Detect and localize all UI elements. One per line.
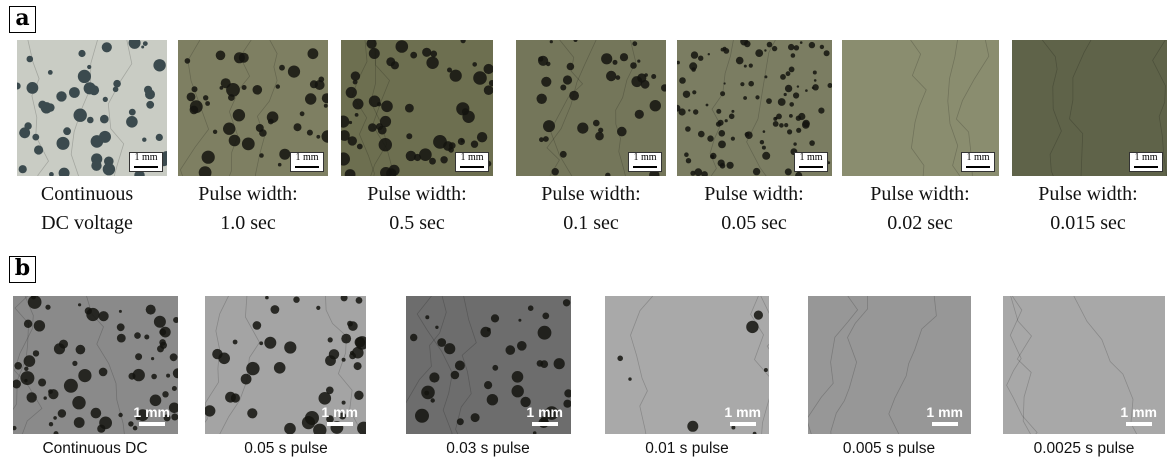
scale-bar: 1 mm	[794, 152, 828, 172]
panel-b-label: b	[9, 256, 36, 283]
photo-b-5: 1 mm	[808, 296, 971, 434]
scale-bar: 1 mm	[129, 152, 163, 172]
photo-b-2: 1 mm	[205, 296, 366, 434]
caption-line-2: 0.02 sec	[887, 212, 953, 234]
caption-a-5: Pulse width: 0.05 sec	[673, 180, 835, 238]
scale-bar-label: 1 mm	[633, 152, 657, 163]
scale-bar: 1 mm	[961, 152, 995, 172]
caption-line-1: Pulse width:	[704, 183, 804, 205]
photo-a-2: 1 mm	[178, 40, 328, 176]
photo-b-4: 1 mm	[605, 296, 769, 434]
micrograph-b-5	[808, 296, 971, 434]
scale-bar-label: 1 mm	[526, 404, 563, 420]
scale-bar-label: 1 mm	[724, 404, 761, 420]
scale-bar-label: 1 mm	[133, 404, 170, 420]
scale-bar-label: 1 mm	[134, 152, 158, 163]
caption-a-3: Pulse width: 0.5 sec	[336, 180, 498, 238]
scale-bar: 1 mm	[926, 404, 963, 426]
caption-b-2: 0.05 s pulse	[244, 440, 328, 457]
scale-bar-label: 1 mm	[295, 152, 319, 163]
caption-line-1: Continuous	[40, 183, 134, 205]
scale-bar-label: 1 mm	[966, 152, 990, 163]
scale-bar: 1 mm	[628, 152, 662, 172]
scale-bar-label: 1 mm	[1134, 152, 1158, 163]
caption-line-2: 1.0 sec	[220, 212, 276, 234]
caption-a-2: Pulse width: 1.0 sec	[168, 180, 328, 238]
scale-bar: 1 mm	[133, 404, 170, 426]
photo-a-5: 1 mm	[677, 40, 832, 176]
scale-bar: 1 mm	[321, 404, 358, 426]
caption-a-6: Pulse width: 0.02 sec	[839, 180, 1001, 238]
caption-b-6: 0.0025 s pulse	[1033, 440, 1135, 457]
photo-a-4: 1 mm	[516, 40, 666, 176]
scale-bar: 1 mm	[724, 404, 761, 426]
caption-line-2: 0.5 sec	[389, 212, 445, 234]
caption-b-3: 0.03 s pulse	[446, 440, 530, 457]
scale-bar-label: 1 mm	[1120, 404, 1157, 420]
caption-line-2: 0.015 sec	[1050, 212, 1126, 234]
micrograph-a-3	[341, 40, 493, 176]
micrograph-b-2	[205, 296, 366, 434]
photo-b-1: 1 mm	[13, 296, 178, 434]
scale-bar-label: 1 mm	[926, 404, 963, 420]
scale-bar-label: 1 mm	[321, 404, 358, 420]
caption-line-1: Pulse width:	[541, 183, 641, 205]
photo-a-6: 1 mm	[842, 40, 999, 176]
scale-bar: 1 mm	[455, 152, 489, 172]
caption-line-1: Pulse width:	[367, 183, 467, 205]
caption-line-1: Pulse width:	[198, 183, 298, 205]
caption-line-1: Pulse width:	[1038, 183, 1138, 205]
photo-b-6: 1 mm	[1003, 296, 1165, 434]
scale-bar-label: 1 mm	[460, 152, 484, 163]
photo-b-3: 1 mm	[406, 296, 571, 434]
scale-bar: 1 mm	[526, 404, 563, 426]
panel-a-label: a	[9, 6, 36, 33]
scale-bar: 1 mm	[290, 152, 324, 172]
photo-a-7: 1 mm	[1012, 40, 1167, 176]
caption-line-2: DC voltage	[41, 212, 133, 234]
micrograph-b-3	[406, 296, 571, 434]
caption-b-5: 0.005 s pulse	[842, 440, 936, 457]
caption-b-1: Continuous DC	[42, 440, 148, 457]
scale-bar: 1 mm	[1120, 404, 1157, 426]
micrograph-b-4	[605, 296, 769, 434]
caption-a-4: Pulse width: 0.1 sec	[510, 180, 672, 238]
micrograph-a-5	[677, 40, 832, 176]
scale-bar-label: 1 mm	[799, 152, 823, 163]
micrograph-b-6	[1003, 296, 1165, 434]
caption-line-2: 0.05 sec	[721, 212, 787, 234]
caption-b-4: 0.01 s pulse	[645, 440, 729, 457]
caption-line-1: Pulse width:	[870, 183, 970, 205]
photo-a-3: 1 mm	[341, 40, 493, 176]
caption-a-1: Continuous DC voltage	[7, 180, 167, 238]
micrograph-a-1	[17, 40, 167, 176]
caption-a-7: Pulse width: 0.015 sec	[1008, 180, 1168, 238]
caption-line-2: 0.1 sec	[563, 212, 619, 234]
scale-bar: 1 mm	[1129, 152, 1163, 172]
micrograph-b-1	[13, 296, 178, 434]
photo-a-1: 1 mm	[17, 40, 167, 176]
